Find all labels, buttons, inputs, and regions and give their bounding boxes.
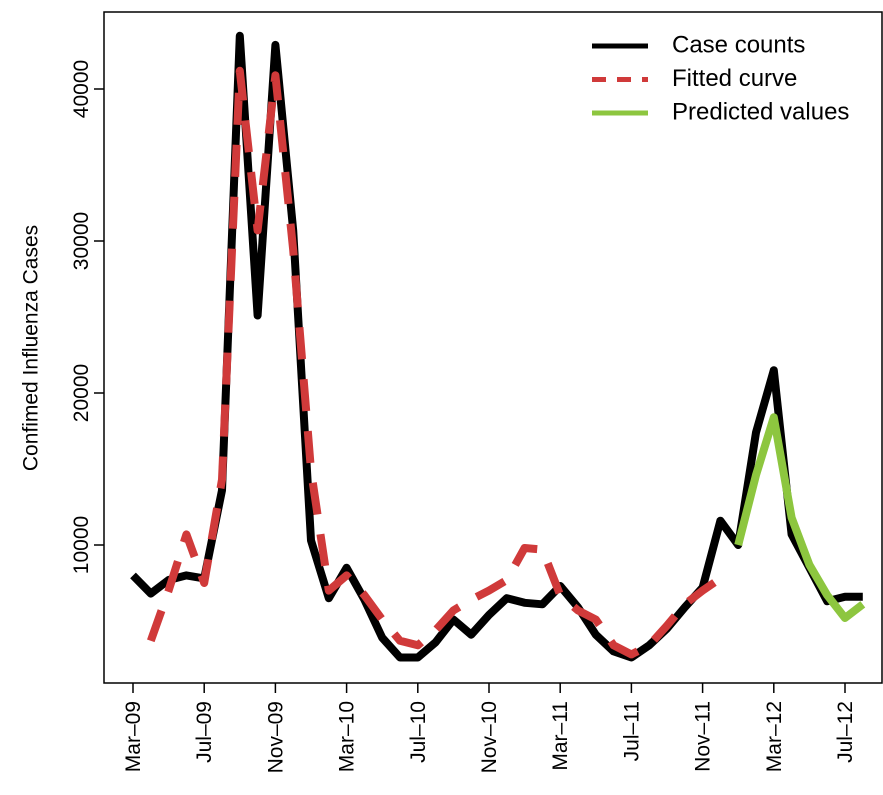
y-axis-title: Confimed Influenza Cases <box>20 225 43 471</box>
legend-label: Fitted curve <box>672 65 797 92</box>
plot-frame <box>103 11 883 684</box>
y-tick-label: 20000 <box>70 364 93 422</box>
x-tick-label: Mar–09 <box>122 701 145 772</box>
x-tick-label: Jul–12 <box>834 701 857 763</box>
x-tick-label: Nov–11 <box>692 701 715 772</box>
x-tick-label: Jul–11 <box>620 701 643 761</box>
legend-label: Case counts <box>672 31 805 58</box>
x-tick-label: Mar–11 <box>549 701 572 771</box>
x-tick-label: Jul–10 <box>407 701 430 763</box>
x-tick-label: Nov–10 <box>478 701 501 773</box>
legend-label: Predicted values <box>672 98 849 125</box>
series-line <box>147 66 723 659</box>
y-tick-label: 10000 <box>70 516 93 574</box>
y-tick-label: 30000 <box>70 212 93 270</box>
x-tick-label: Mar–12 <box>763 701 786 772</box>
x-tick-label: Nov–09 <box>264 701 287 773</box>
x-tick-label: Jul–09 <box>193 701 216 763</box>
y-tick-label: 40000 <box>70 60 93 118</box>
x-tick-label: Mar–10 <box>336 701 359 772</box>
series-line <box>734 413 866 622</box>
